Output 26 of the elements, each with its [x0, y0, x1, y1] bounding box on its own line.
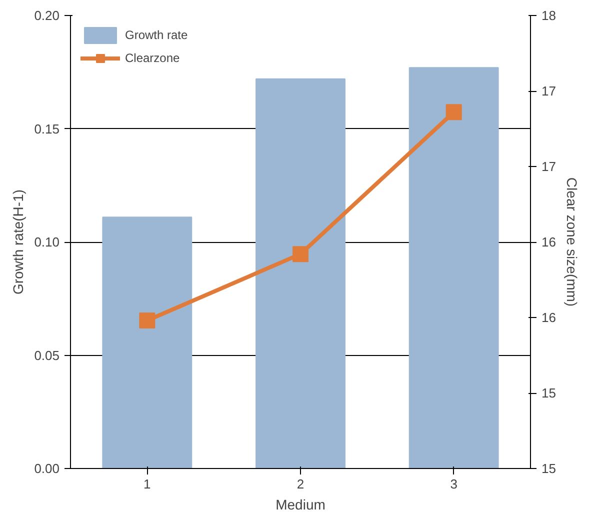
y-tick-label: 0.10 — [34, 234, 60, 250]
bar — [408, 67, 499, 468]
y2-tick-label: 18 — [542, 8, 556, 23]
point — [292, 246, 308, 262]
y2-axis-title: Clear zone size(mm) — [564, 177, 580, 307]
y2-tick-label: 16 — [542, 234, 556, 250]
y-tick-label: 0.00 — [34, 461, 60, 476]
y2-tick-label: 15 — [542, 386, 556, 400]
y2-tick-label: 17 — [542, 84, 556, 98]
y2-tick-label: 17 — [542, 159, 556, 174]
y2-tick-label: 16 — [542, 310, 556, 325]
x-axis-title: Medium — [276, 496, 326, 512]
x-tick-label: 3 — [450, 476, 458, 492]
x-tick-label: 2 — [296, 476, 304, 492]
bar — [102, 216, 192, 468]
legend-label: Clearzone — [125, 51, 180, 65]
y-tick-label: 0.20 — [34, 8, 60, 23]
bar — [256, 78, 346, 468]
y-axis-title: Growth rate(H-1) — [10, 189, 26, 295]
y-tick-label: 0.15 — [34, 121, 60, 136]
y2-tick-label: 15 — [542, 461, 556, 476]
x-tick-label: 1 — [144, 476, 151, 492]
legend-label: Growth rate — [125, 28, 188, 42]
y-tick-label: 0.05 — [34, 348, 60, 363]
point — [446, 104, 462, 120]
point — [139, 312, 156, 329]
